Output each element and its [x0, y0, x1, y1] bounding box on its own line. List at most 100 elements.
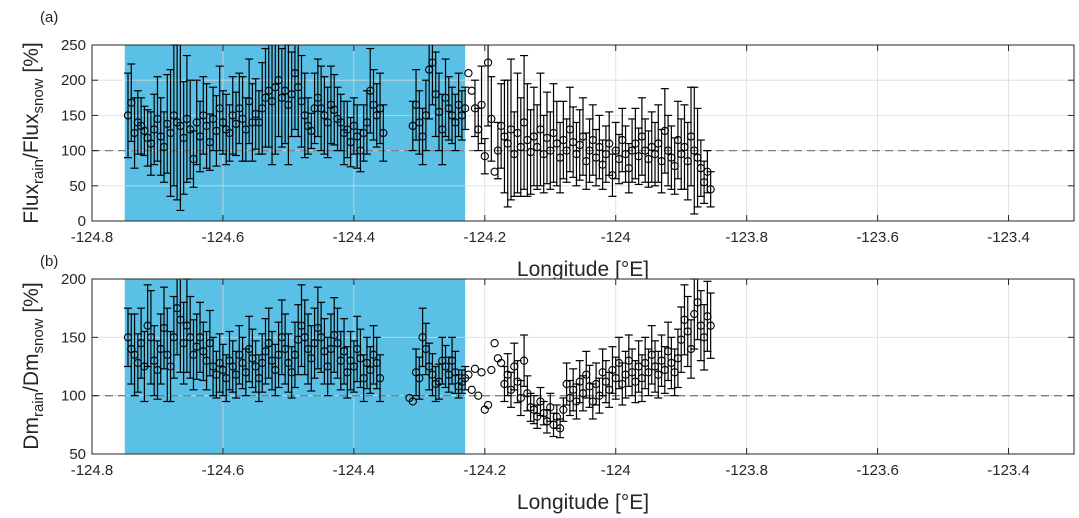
data-point: [235, 350, 244, 359]
data-point: [241, 125, 250, 134]
data-point: [578, 389, 588, 398]
data-point: [510, 362, 519, 371]
x-tick-label: -123.8: [725, 229, 768, 246]
data-point: [359, 128, 368, 138]
y-tick-label: 0: [78, 213, 86, 230]
data-point: [611, 374, 620, 383]
y-tick-label: 200: [61, 72, 86, 89]
data-point: [516, 142, 525, 152]
data-point: [222, 374, 231, 383]
data-point: [218, 118, 228, 127]
data-point: [506, 125, 516, 134]
data-point: [343, 368, 352, 377]
data-point: [483, 400, 493, 410]
data-point: [172, 304, 182, 313]
data-point: [444, 104, 453, 113]
data-point: [159, 323, 169, 333]
data-point: [624, 356, 633, 365]
x-tick-label: -124.8: [71, 462, 114, 479]
data-point: [228, 111, 237, 120]
data-point: [591, 379, 601, 389]
data-point: [179, 133, 188, 143]
data-point: [647, 142, 656, 152]
data-point: [352, 344, 362, 354]
data-point: [533, 412, 542, 421]
data-point: [641, 358, 650, 368]
data-point: [277, 93, 287, 102]
data-point: [706, 321, 715, 330]
data-point: [316, 104, 326, 113]
data-point: [169, 111, 178, 120]
data-point: [618, 379, 627, 389]
data-point: [483, 58, 493, 67]
data-point: [313, 93, 323, 102]
data-point: [588, 135, 597, 145]
data-point: [195, 333, 205, 342]
data-point: [690, 309, 699, 319]
data-point: [500, 379, 509, 389]
data-point: [693, 298, 702, 307]
data-point: [686, 132, 696, 141]
y-tick-label: 150: [61, 107, 86, 124]
data-point: [680, 142, 689, 152]
data-point: [549, 420, 558, 429]
data-series: [123, 278, 715, 439]
data-point: [588, 397, 597, 406]
data-point: [582, 370, 591, 379]
data-point: [542, 133, 552, 143]
data-point: [195, 132, 205, 141]
data-point: [238, 114, 247, 124]
data-point: [513, 128, 522, 138]
data-point: [683, 327, 692, 336]
axes-box: [91, 44, 1075, 222]
data-point: [539, 409, 548, 418]
data-point: [451, 118, 460, 127]
data-point: [464, 69, 473, 78]
data-point: [212, 370, 221, 379]
data-point: [441, 362, 450, 371]
data-point: [565, 125, 575, 134]
data-point: [411, 100, 421, 109]
data-point: [546, 146, 555, 155]
data-point: [362, 358, 372, 368]
data-point: [503, 370, 512, 379]
data-point: [562, 379, 571, 389]
data-point: [529, 405, 539, 414]
data-point: [290, 350, 300, 359]
data-point: [523, 135, 532, 145]
data-point: [248, 118, 257, 127]
data-point: [670, 368, 679, 377]
y-label-subscript: rain: [30, 392, 47, 417]
y-tick-label: 50: [69, 446, 86, 463]
x-tick-label: -123.4: [987, 462, 1030, 479]
data-point: [703, 312, 712, 321]
data-point: [477, 368, 486, 377]
data-point: [670, 161, 679, 171]
y-label-subscript: snow: [30, 78, 47, 113]
data-point: [244, 97, 254, 106]
data-point: [330, 330, 339, 340]
data-point: [552, 412, 561, 421]
data-point: [549, 128, 558, 138]
x-tick-label: -124.2: [464, 229, 507, 246]
data-point: [693, 153, 702, 162]
data-point: [552, 139, 561, 148]
data-point: [140, 362, 149, 371]
data-point: [133, 358, 142, 368]
data-point: [228, 362, 237, 371]
data-point: [176, 121, 185, 131]
data-point: [493, 146, 503, 155]
data-point: [208, 114, 218, 124]
y-tick-label: 150: [61, 329, 86, 346]
data-point: [356, 354, 365, 363]
data-point: [271, 365, 280, 375]
data-point: [598, 368, 607, 377]
data-point: [447, 356, 457, 365]
y-label-text: Dm: [20, 417, 43, 450]
data-point: [261, 93, 270, 102]
data-point: [271, 83, 280, 92]
data-point: [431, 90, 440, 99]
data-point: [667, 153, 676, 162]
data-point: [280, 86, 290, 95]
y-tick-label: 100: [61, 143, 86, 160]
